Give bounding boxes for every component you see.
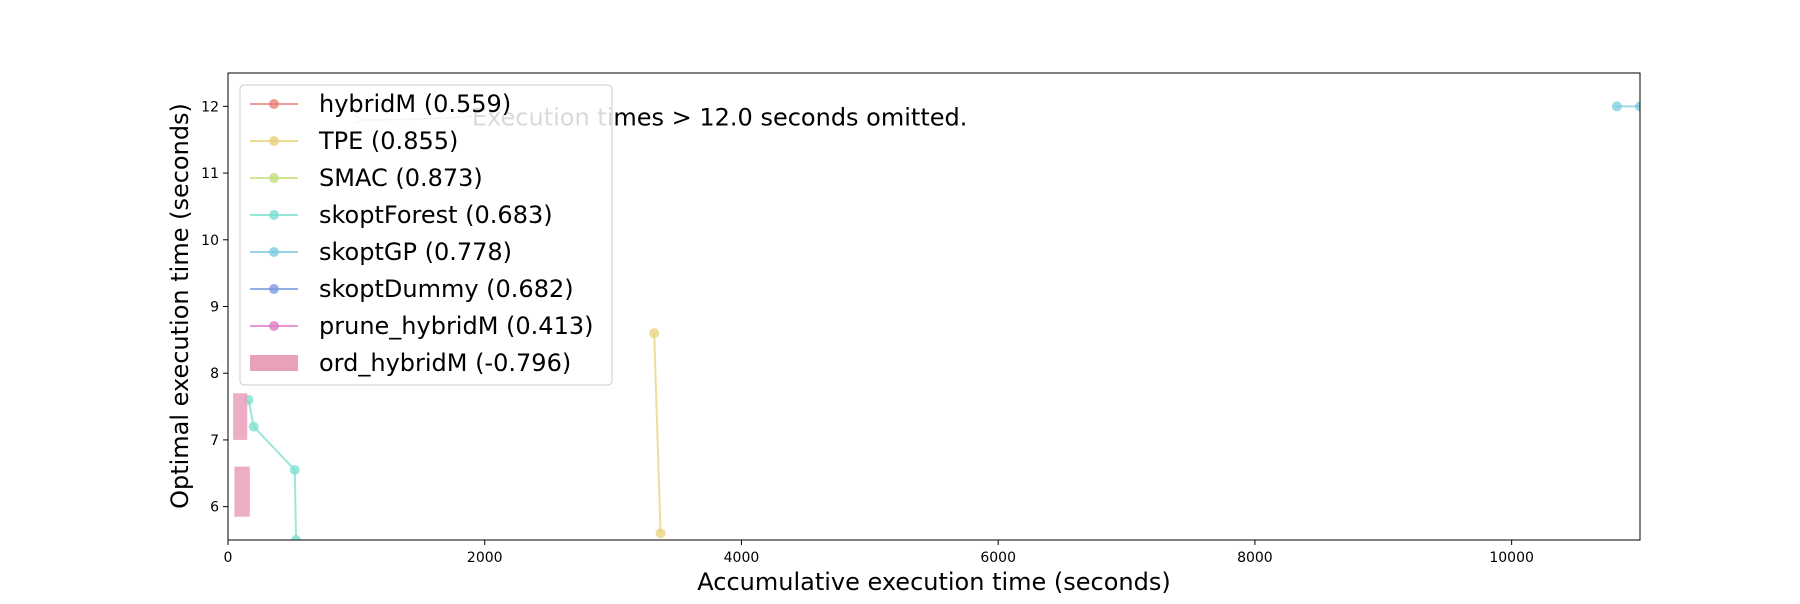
legend-marker (269, 321, 279, 331)
y-tick-label: 7 (210, 433, 219, 449)
band-segment (234, 466, 250, 517)
legend-marker (269, 284, 279, 294)
data-point (248, 421, 259, 432)
x-ticks: 0 2000 4000 6000 8000 10000 (224, 540, 1534, 566)
legend-label: SMAC (0.873) (319, 164, 483, 192)
data-point (1635, 101, 1640, 112)
legend-label: skoptDummy (0.682) (319, 275, 574, 303)
data-point (655, 528, 666, 539)
legend-box (239, 84, 613, 386)
y-tick-label: 12 (201, 99, 219, 115)
legend-label: skoptGP (0.778) (319, 238, 512, 266)
data-point (291, 535, 302, 540)
y-tick-label: 11 (201, 166, 219, 182)
y-tick-label: 9 (210, 300, 219, 316)
x-tick-label: 8000 (1237, 550, 1273, 566)
x-tick-label: 2000 (467, 550, 503, 566)
legend: hybridM (0.559) TPE (0.855) SMAC (0.873) sk… (239, 84, 613, 386)
legend-marker (269, 210, 279, 220)
legend-label: prune_hybridM (0.413) (319, 312, 593, 340)
x-axis-label: Accumulative execution time (seconds) (697, 568, 1171, 596)
data-point (1611, 101, 1622, 112)
legend-label: hybridM (0.559) (319, 90, 511, 118)
data-point (649, 328, 660, 339)
x-tick-label: 4000 (724, 550, 760, 566)
series-line (653, 333, 662, 534)
legend-marker (269, 173, 279, 183)
series-line (247, 399, 298, 540)
legend-marker (269, 99, 279, 109)
y-axis-label: Optimal execution time (seconds) (166, 103, 194, 509)
y-tick-label: 6 (210, 500, 219, 516)
legend-marker (269, 247, 279, 257)
legend-marker (269, 136, 279, 146)
legend-swatch (250, 355, 298, 371)
y-tick-label: 10 (201, 233, 219, 249)
data-point (289, 464, 300, 475)
series-layer (233, 101, 1640, 540)
legend-label: ord_hybridM (-0.796) (319, 349, 571, 377)
x-tick-label: 10000 (1489, 550, 1534, 566)
y-tick-label: 8 (210, 366, 219, 382)
band-segment (233, 393, 248, 440)
legend-label: skoptForest (0.683) (319, 201, 553, 229)
legend-label: TPE (0.855) (318, 127, 458, 155)
x-tick-label: 0 (224, 550, 233, 566)
x-tick-label: 6000 (980, 550, 1016, 566)
y-ticks: 6 7 8 9 10 11 12 (201, 99, 228, 516)
